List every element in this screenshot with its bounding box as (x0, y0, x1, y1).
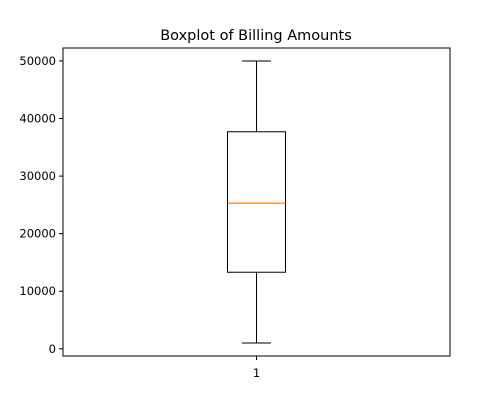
box-series (227, 60, 286, 344)
y-tick-label: 10000 (19, 284, 56, 298)
x-axis: 1 (253, 356, 260, 380)
y-tick-label: 40000 (19, 112, 56, 126)
y-tick-label: 30000 (19, 169, 56, 183)
chart-title: Boxplot of Billing Amounts (160, 28, 352, 44)
x-tick-label: 1 (253, 366, 260, 380)
y-tick-label: 50000 (19, 54, 56, 68)
y-tick-label: 0 (49, 342, 56, 356)
iqr-box (227, 131, 286, 273)
y-tick-label: 20000 (19, 227, 56, 241)
y-axis: 0 10000 20000 30000 40000 50000 (19, 54, 63, 356)
